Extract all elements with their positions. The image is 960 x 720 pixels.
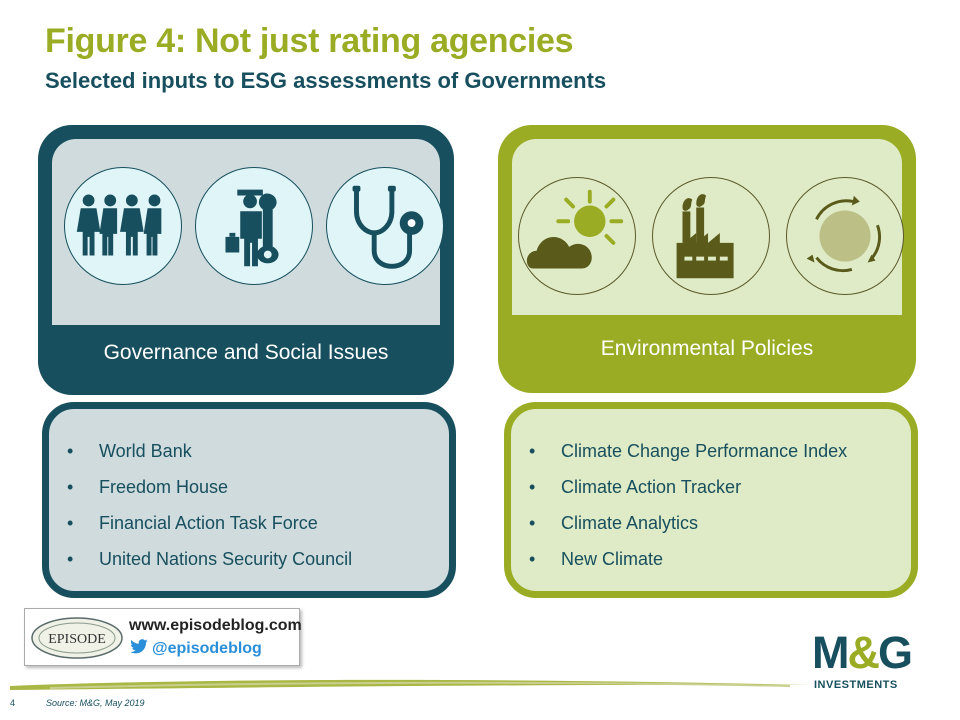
twitter-bird-icon [130, 639, 148, 654]
people-group-icon [64, 167, 182, 285]
factory-icon [652, 177, 770, 295]
environment-list: • Climate Change Performance Index • Clima… [529, 433, 847, 577]
list-item: • Financial Action Task Force [67, 513, 318, 533]
environment-panel: Environmental Policies [498, 125, 916, 393]
sun-and-cloud-icon [518, 177, 636, 295]
episode-logo-text: EPISODE [48, 632, 106, 647]
governance-list-panel: • World Bank • Freedom House • Financial Ac… [42, 402, 456, 598]
stethoscope-icon [326, 167, 444, 285]
list-item: • World Bank [67, 441, 192, 461]
worker-with-wrench-icon [195, 167, 313, 285]
environment-list-panel: • Climate Change Performance Index • Clima… [504, 402, 918, 598]
list-item: • Climate Change Performance Index [529, 441, 848, 461]
blog-url-link[interactable]: www.episodeblog.com [129, 617, 302, 634]
list-item: • Climate Action Tracker [529, 477, 742, 497]
governance-icon-area [52, 139, 444, 325]
mg-wordmark: M&G [812, 627, 913, 678]
source-note: Source: M&G, May 2019 [46, 698, 145, 708]
page-title: Figure 4: Not just rating agencies [45, 22, 574, 60]
list-item: • United Nations Security Council [67, 549, 353, 569]
episode-blog-badge: EPISODE www.episodeblog.com @episodeblog [24, 608, 302, 666]
recycle-circle-icon [786, 177, 904, 295]
governance-heading: Governance and Social Issues [103, 341, 389, 364]
twitter-handle-link[interactable]: @episodeblog [129, 639, 262, 658]
list-item: • Climate Analytics [529, 513, 699, 533]
governance-panel: Governance and Social Issues [38, 125, 454, 395]
episode-logo: EPISODE [31, 617, 123, 659]
mg-investments-text: INVESTMENTS [814, 679, 898, 691]
mg-investments-logo: M&G INVESTMENTS [812, 628, 938, 698]
environment-icon-area [512, 139, 904, 315]
list-item: • New Climate [529, 549, 664, 569]
page-number: 4 [10, 698, 16, 708]
governance-list: • World Bank • Freedom House • Financial Ac… [67, 433, 352, 577]
decorative-swoosh [10, 679, 810, 690]
page-subtitle: Selected inputs to ESG assessments of Go… [45, 68, 607, 93]
environment-heading: Environmental Policies [600, 337, 814, 360]
list-item: • Freedom House [67, 477, 229, 497]
